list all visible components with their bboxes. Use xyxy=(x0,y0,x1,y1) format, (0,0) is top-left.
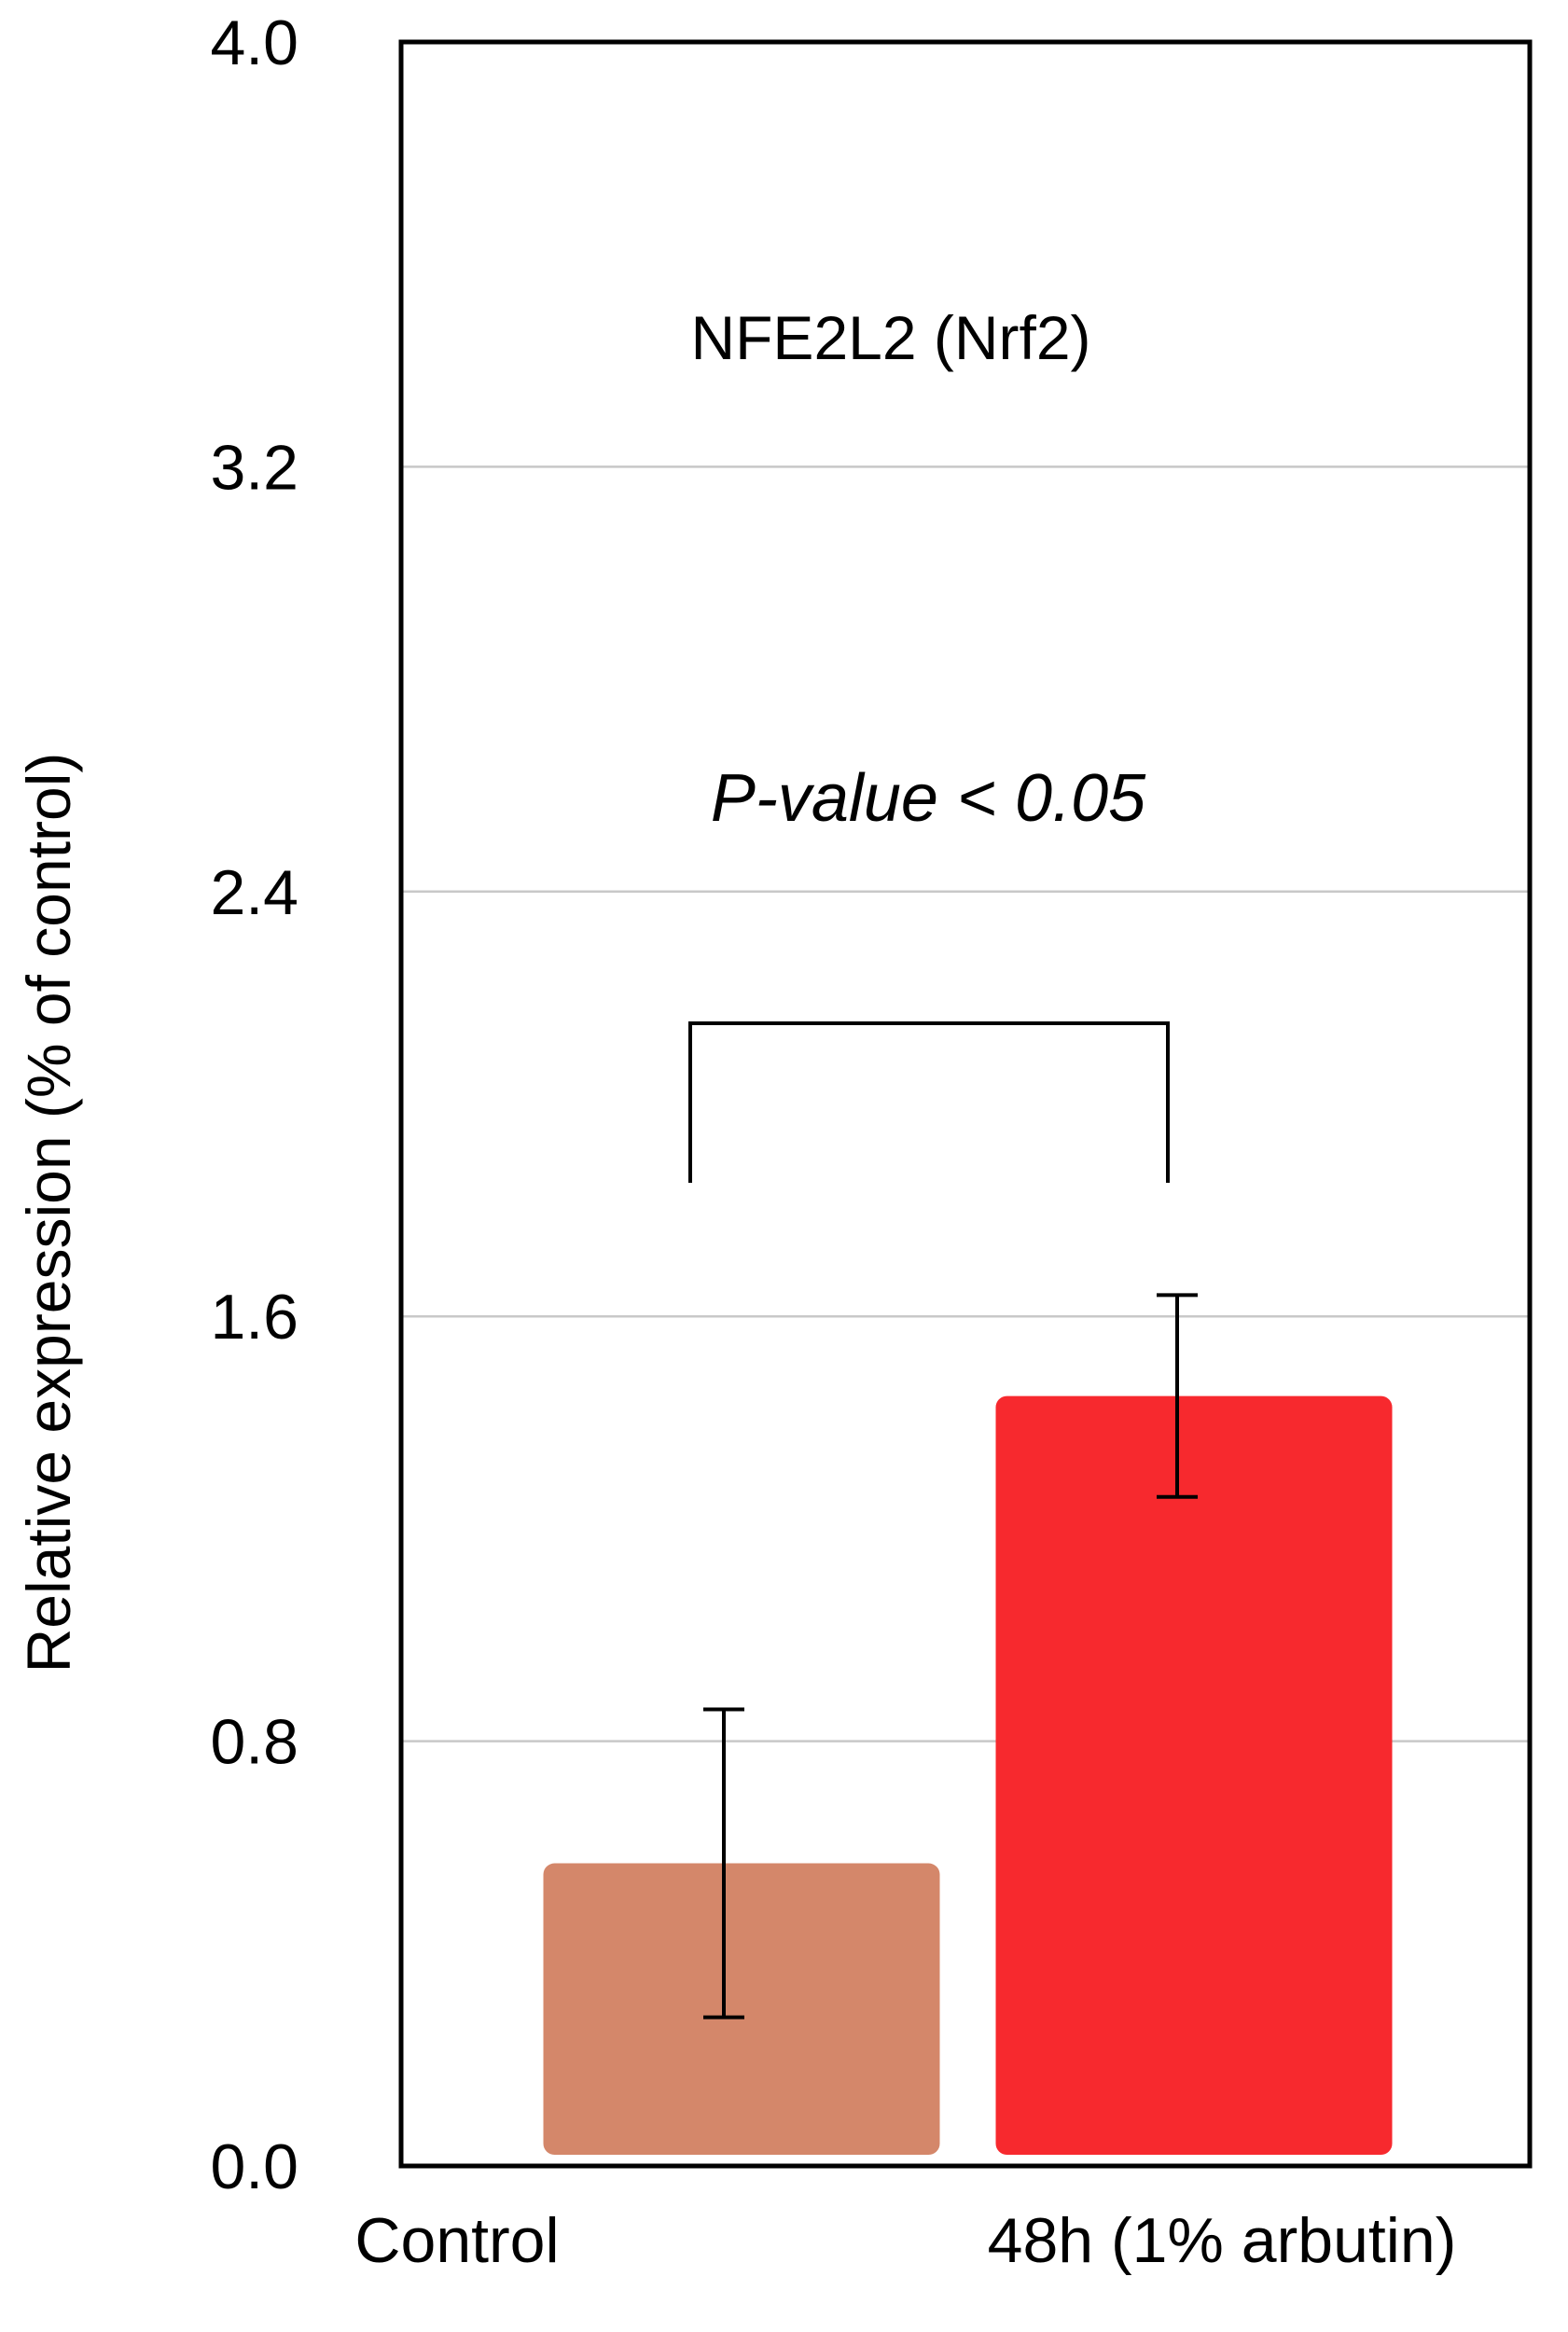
y-tick-label: 0.0 xyxy=(210,2131,298,2202)
x-category-label: Control xyxy=(354,2205,559,2276)
bar-0 xyxy=(543,1863,940,2155)
bar-1 xyxy=(995,1395,1393,2155)
x-tick-labels: Control 48h (1% arbutin) xyxy=(354,2205,1456,2276)
p-value-annotation: P-value < 0.05 xyxy=(711,761,1146,836)
y-tick-label: 0.8 xyxy=(210,1707,298,1778)
error-bars xyxy=(703,1293,1198,2020)
x-category-label: 48h (1% arbutin) xyxy=(988,2205,1457,2276)
chart-title: NFE2L2 (Nrf2) xyxy=(690,303,1090,372)
y-tick-label: 2.4 xyxy=(210,857,298,928)
bars xyxy=(543,1395,1393,2155)
significance-bracket xyxy=(688,1021,1170,1183)
y-tick-label: 4.0 xyxy=(210,7,298,78)
y-tick-label: 1.6 xyxy=(210,1282,298,1353)
plot-frame xyxy=(398,39,1533,2169)
y-axis-title: Relative expression (% of control) xyxy=(14,753,83,1673)
y-tick-labels: 0.0 0.8 1.6 2.4 3.2 4.0 xyxy=(210,7,298,2202)
y-tick-label: 3.2 xyxy=(210,432,298,503)
